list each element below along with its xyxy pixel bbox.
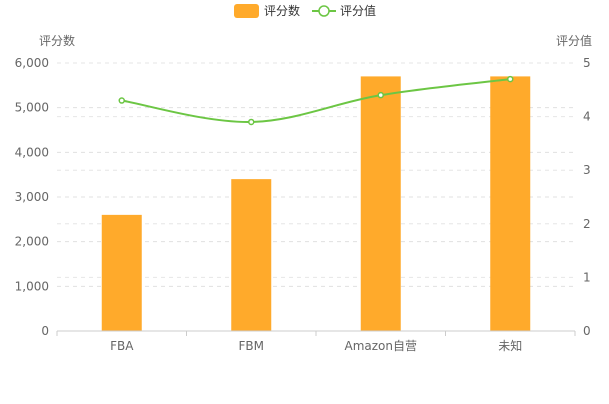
y-left-tick-label: 6,000 bbox=[15, 56, 49, 70]
grid bbox=[57, 62, 575, 287]
bar[interactable] bbox=[231, 179, 272, 331]
x-tick-label: FBM bbox=[239, 339, 265, 353]
y-axis-right-ticks: 0 1 2 3 4 5 bbox=[583, 56, 591, 338]
legend-label-bar[interactable]: 评分数 bbox=[264, 3, 300, 18]
legend: 评分数 评分值 bbox=[234, 3, 376, 18]
y-right-tick-label: 5 bbox=[583, 56, 591, 70]
y-left-tick-label: 1,000 bbox=[15, 279, 49, 293]
legend-swatch-bar[interactable] bbox=[234, 4, 259, 18]
line-point[interactable] bbox=[377, 91, 384, 99]
bar-series bbox=[101, 76, 531, 332]
y-left-tick-label: 0 bbox=[41, 324, 49, 338]
bar[interactable] bbox=[360, 76, 401, 332]
y-right-tick-label: 3 bbox=[583, 163, 591, 177]
y-axis-right-label: 评分值 bbox=[556, 33, 592, 48]
legend-label-line[interactable]: 评分值 bbox=[340, 3, 376, 18]
axes bbox=[56, 330, 576, 336]
line-path bbox=[121, 78, 511, 123]
line-point[interactable] bbox=[248, 118, 255, 126]
line-series bbox=[118, 75, 514, 126]
x-tick-label: FBA bbox=[110, 339, 134, 353]
line-point[interactable] bbox=[507, 75, 514, 83]
y-axis-left-ticks: 0 1,000 2,000 3,000 4,000 5,000 6,000 bbox=[15, 56, 49, 338]
y-left-tick-label: 5,000 bbox=[15, 101, 49, 115]
y-right-tick-label: 4 bbox=[583, 110, 591, 124]
x-axis-ticks: FBA FBM Amazon自营 未知 bbox=[110, 339, 522, 353]
x-tick-label: 未知 bbox=[498, 339, 522, 353]
y-left-tick-label: 4,000 bbox=[15, 145, 49, 159]
y-left-tick-label: 2,000 bbox=[15, 235, 49, 249]
y-left-tick-label: 3,000 bbox=[15, 190, 49, 204]
y-right-tick-label: 2 bbox=[583, 217, 591, 231]
x-tick-label: Amazon自营 bbox=[345, 339, 418, 353]
y-right-tick-label: 1 bbox=[583, 270, 591, 284]
bar[interactable] bbox=[101, 214, 142, 331]
y-axis-left-label: 评分数 bbox=[39, 33, 75, 48]
line-point[interactable] bbox=[118, 97, 125, 104]
legend-swatch-line-marker bbox=[318, 5, 330, 17]
y-right-tick-label: 0 bbox=[583, 324, 591, 338]
bar[interactable] bbox=[490, 76, 531, 332]
